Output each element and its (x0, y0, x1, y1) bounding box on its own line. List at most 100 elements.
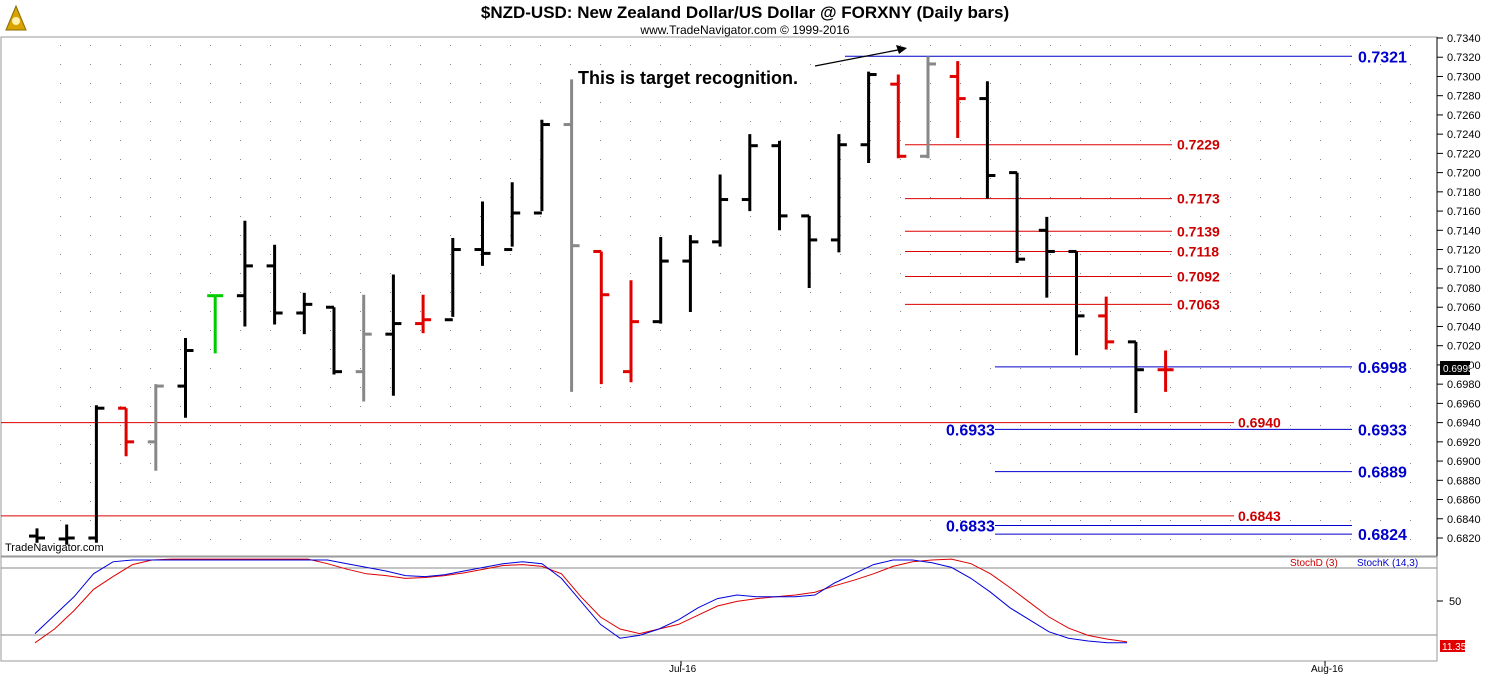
grid-dot (1350, 216, 1351, 217)
grid-dot (960, 235, 961, 236)
last-price-label: 0.6995 (1443, 364, 1474, 375)
grid-dot (1170, 64, 1171, 65)
grid-dot (1170, 501, 1171, 502)
grid-dot (960, 178, 961, 179)
grid-dot (540, 235, 541, 236)
grid-dot (1080, 425, 1081, 426)
grid-dot (1020, 178, 1021, 179)
grid-dot (1200, 425, 1201, 426)
grid-dot (1140, 197, 1141, 198)
grid-dot (570, 406, 571, 407)
grid-dot (900, 368, 901, 369)
grid-dot (1260, 64, 1261, 65)
grid-dot (300, 539, 301, 540)
grid-dot (900, 463, 901, 464)
grid-dot (1260, 406, 1261, 407)
grid-dot (120, 330, 121, 331)
grid-dot (1170, 45, 1171, 46)
grid-dot (270, 311, 271, 312)
grid-dot (1050, 159, 1051, 160)
grid-dot (450, 520, 451, 521)
blue-level-label: 0.6998 (1358, 360, 1407, 377)
grid-dot (840, 216, 841, 217)
y-tick-label: 0.7320 (1447, 52, 1481, 64)
grid-dot (720, 368, 721, 369)
grid-dot (270, 330, 271, 331)
grid-dot (1350, 64, 1351, 65)
grid-dot (150, 311, 151, 312)
grid-dot (1200, 102, 1201, 103)
grid-dot (1320, 368, 1321, 369)
grid-dot (480, 482, 481, 483)
grid-dot (1410, 311, 1411, 312)
grid-dot (360, 520, 361, 521)
grid-dot (660, 216, 661, 217)
price-y-axis: 0.7340 0.7320 0.7300 0.7280 0.7260 0.7240 0.72… (1436, 33, 1481, 556)
grid-dot (1230, 349, 1231, 350)
grid-dot (1110, 311, 1111, 312)
grid-dot (1260, 387, 1261, 388)
grid-dot (60, 45, 61, 46)
grid-dot (1380, 520, 1381, 521)
grid-dot (1320, 83, 1321, 84)
grid-dot (150, 501, 151, 502)
grid-dot (90, 64, 91, 65)
grid-dot (630, 235, 631, 236)
grid-dot (390, 387, 391, 388)
grid-dot (150, 425, 151, 426)
grid-dot (480, 387, 481, 388)
grid-dot (810, 387, 811, 388)
grid-dot (840, 254, 841, 255)
grid-dot (330, 197, 331, 198)
grid-dot (510, 444, 511, 445)
grid-dot (1260, 330, 1261, 331)
grid-dot (540, 102, 541, 103)
grid-dot (1050, 539, 1051, 540)
grid-dot (120, 292, 121, 293)
grid-dot (870, 330, 871, 331)
grid-dot (750, 292, 751, 293)
grid-dot (1050, 178, 1051, 179)
grid-dot (180, 121, 181, 122)
grid-dot (480, 83, 481, 84)
grid-dot (240, 121, 241, 122)
grid-dot (1350, 482, 1351, 483)
grid-dot (750, 64, 751, 65)
grid-dot (240, 197, 241, 198)
grid-dot (1290, 140, 1291, 141)
grid-dot (450, 64, 451, 65)
grid-dot (210, 349, 211, 350)
grid-dot (60, 64, 61, 65)
grid-dot (1380, 463, 1381, 464)
grid-dot (1170, 387, 1171, 388)
grid-dot (330, 159, 331, 160)
watermark: TradeNavigator.com (5, 542, 104, 554)
grid-dot (210, 501, 211, 502)
grid-dot (270, 425, 271, 426)
grid-dot (1260, 368, 1261, 369)
grid-dot (660, 83, 661, 84)
ohlc-bar (830, 134, 847, 253)
grid-dot (360, 539, 361, 540)
grid-dot (450, 45, 451, 46)
grid-dot (690, 368, 691, 369)
grid-dot (180, 539, 181, 540)
grid-dot (660, 406, 661, 407)
grid-dot (1410, 292, 1411, 293)
grid-dot (1320, 235, 1321, 236)
grid-dot (1380, 292, 1381, 293)
grid-dot (600, 387, 601, 388)
grid-dot (780, 425, 781, 426)
grid-dot (180, 216, 181, 217)
grid-dot (1050, 330, 1051, 331)
grid-dot (600, 520, 601, 521)
grid-dot (270, 463, 271, 464)
grid-dot (270, 501, 271, 502)
grid-dot (540, 368, 541, 369)
grid-dot (780, 121, 781, 122)
grid-dot (1140, 387, 1141, 388)
grid-dot (300, 178, 301, 179)
grid-dot (1080, 406, 1081, 407)
grid-dot (1020, 444, 1021, 445)
grid-dot (90, 159, 91, 160)
